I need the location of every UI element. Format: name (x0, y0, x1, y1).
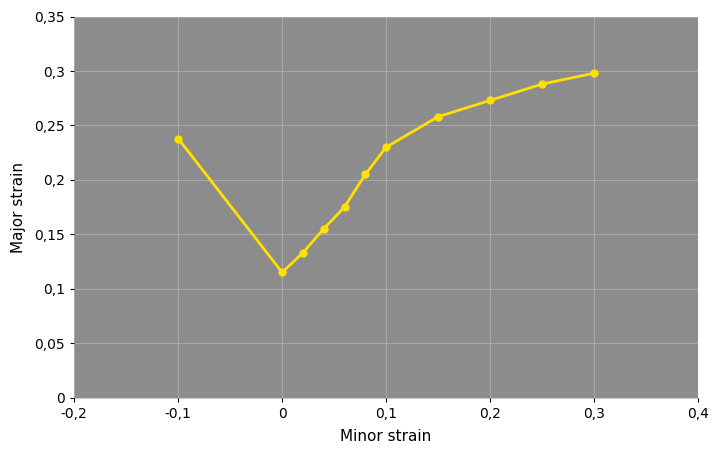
Y-axis label: Major strain: Major strain (11, 162, 26, 253)
X-axis label: Minor strain: Minor strain (341, 429, 432, 444)
